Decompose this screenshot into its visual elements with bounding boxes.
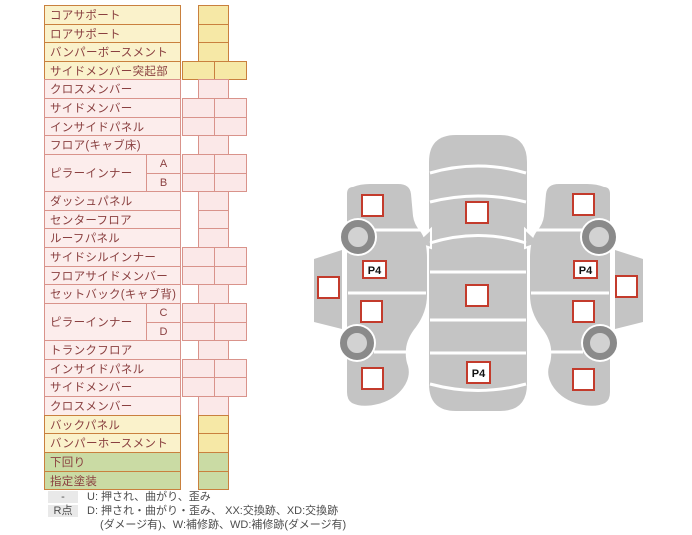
legend-text: (ダメージ有)、W:補修跡、WD:補修跡(ダメージ有) [100, 519, 347, 531]
damage-cell[interactable] [214, 377, 247, 397]
damage-marker-box[interactable] [572, 300, 595, 323]
damage-marker-box[interactable] [572, 368, 595, 391]
part-label: フロア(キャブ床) [44, 135, 181, 155]
part-label: クロスメンバー [44, 79, 181, 99]
part-label: バンパーホースメント [44, 433, 181, 453]
damage-marker-box[interactable] [572, 193, 595, 216]
damage-marker-p4[interactable]: P4 [368, 265, 382, 277]
damage-cell[interactable] [214, 322, 247, 341]
damage-marker-p4-box[interactable] [466, 361, 491, 384]
legend-text: D: 押され・曲がり・歪み、 XX:交換跡、XD:交換跡 [87, 505, 339, 517]
part-sub-label: C [146, 303, 181, 323]
legend-text: U: 押され、曲がり、歪み [87, 491, 211, 503]
legend-row: - U: 押され、曲がり、歪み [48, 490, 478, 504]
part-label: センターフロア [44, 210, 181, 229]
car-top-view [414, 135, 542, 411]
part-label: サイドメンバー突起部 [44, 61, 181, 80]
legend-row: R点 D: 押され・曲がり・歪み、 XX:交換跡、XD:交換跡 [48, 504, 478, 518]
part-label: バックパネル [44, 415, 181, 434]
wheel-icon [580, 218, 619, 362]
parts-table: コアサポート ロアサポート バンパーボースメント サイドメンバー突起部 クロスメンバーサ… [44, 5, 254, 490]
damage-marker-p4[interactable]: P4 [472, 368, 486, 380]
legend: - U: 押され、曲がり、歪み R点 D: 押され・曲がり・歪み、 XX:交換跡、XD… [48, 490, 478, 532]
damage-marker-p4[interactable]: P4 [579, 265, 593, 277]
damage-marker-box[interactable] [615, 275, 638, 298]
right-side-body [530, 184, 610, 406]
damage-cell[interactable] [214, 117, 247, 136]
damage-marker-box[interactable] [465, 284, 489, 307]
damage-marker-box[interactable] [317, 276, 340, 299]
wheel-icon [338, 218, 377, 362]
part-label: サイドシルインナー [44, 247, 181, 267]
damage-cell[interactable] [214, 61, 247, 80]
legend-badge: R点 [48, 505, 78, 517]
damage-marker-box[interactable] [361, 367, 384, 390]
part-label: 指定塗装 [44, 471, 181, 490]
damage-cell[interactable] [198, 471, 229, 490]
legend-badge: - [48, 491, 78, 503]
legend-badge [48, 519, 78, 531]
part-label: フロアサイドメンバー [44, 266, 181, 285]
part-label: クロスメンバー [44, 396, 181, 416]
part-label: インサイドパネル [44, 117, 181, 136]
damage-cell[interactable] [214, 266, 247, 285]
part-label: ピラーインナー [44, 303, 147, 341]
part-label: サイドメンバー [44, 98, 181, 118]
damage-cell[interactable] [214, 173, 247, 192]
damage-marker-box[interactable] [360, 300, 383, 323]
damage-marker-p4-box[interactable] [362, 260, 387, 279]
car-left-side-view [314, 184, 427, 406]
part-label: バンパーボースメント [44, 42, 181, 62]
damage-marker-p4-box[interactable] [573, 260, 598, 279]
damage-marker-box[interactable] [361, 194, 384, 217]
damage-marker-box[interactable] [465, 201, 489, 224]
panel-separator-lines [348, 228, 426, 354]
left-side-body [347, 184, 427, 406]
panel-separator-lines [429, 164, 527, 392]
part-label: ピラーインナー [44, 154, 147, 192]
car-right-side-view [530, 184, 643, 406]
legend-row: (ダメージ有)、W:補修跡、WD:補修跡(ダメージ有) [48, 518, 478, 532]
panel-separator-lines [531, 228, 609, 354]
